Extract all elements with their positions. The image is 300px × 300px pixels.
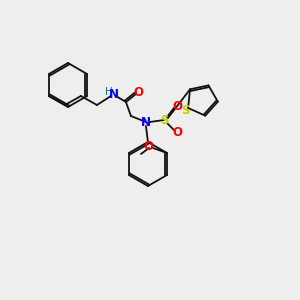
Text: N: N bbox=[141, 116, 151, 130]
Text: O: O bbox=[133, 85, 143, 98]
Text: O: O bbox=[143, 140, 153, 152]
Text: N: N bbox=[109, 88, 119, 101]
Text: S: S bbox=[160, 113, 168, 127]
Text: O: O bbox=[172, 125, 182, 139]
Text: O: O bbox=[172, 100, 182, 112]
Text: S: S bbox=[181, 103, 189, 116]
Text: H: H bbox=[105, 87, 113, 97]
